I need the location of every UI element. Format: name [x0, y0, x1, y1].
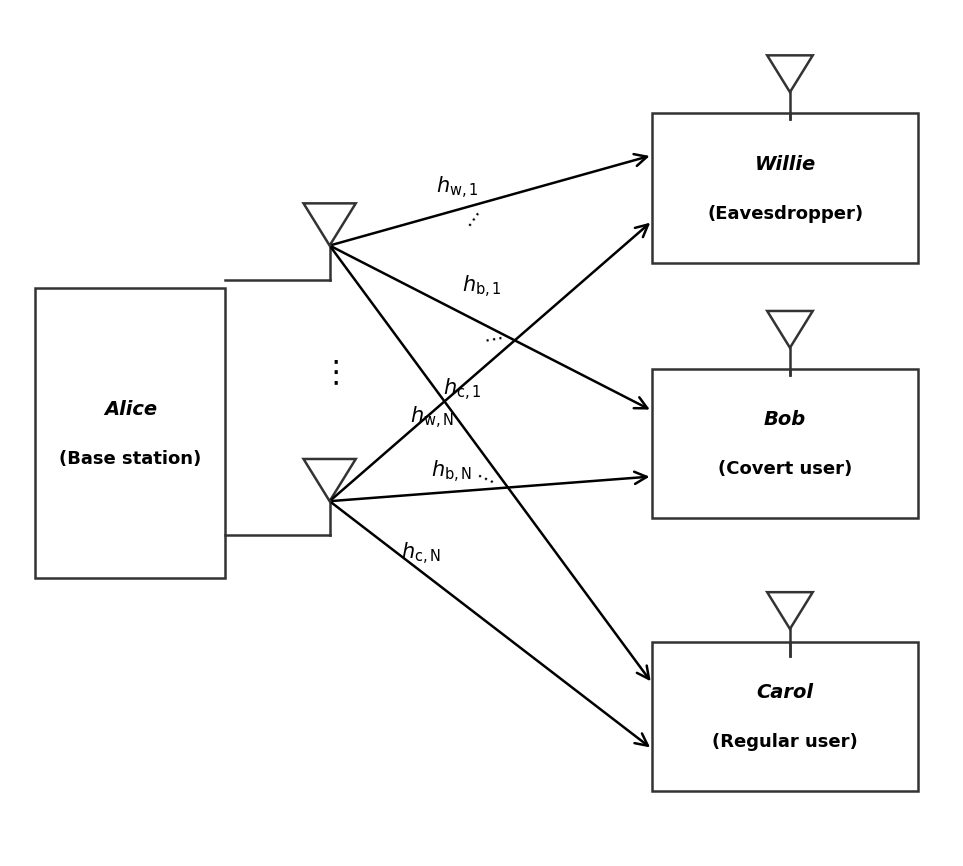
FancyBboxPatch shape [36, 288, 225, 578]
Text: $h_{\rm w,N}$: $h_{\rm w,N}$ [410, 404, 455, 431]
Text: $h_{\rm b,N}$: $h_{\rm b,N}$ [431, 459, 473, 485]
Text: Carol: Carol [757, 683, 814, 702]
Text: Alice: Alice [104, 399, 157, 418]
Text: $h_{\rm c,N}$: $h_{\rm c,N}$ [401, 541, 441, 567]
Text: $\cdots$: $\cdots$ [482, 327, 504, 349]
Text: $\vdots$: $\vdots$ [321, 359, 339, 388]
Text: $h_{\rm w,1}$: $h_{\rm w,1}$ [436, 175, 479, 202]
Text: (Base station): (Base station) [59, 449, 201, 468]
FancyBboxPatch shape [652, 113, 918, 262]
Text: Bob: Bob [764, 410, 806, 430]
Text: Willie: Willie [755, 155, 816, 174]
FancyBboxPatch shape [652, 642, 918, 791]
Text: $h_{\rm c,1}$: $h_{\rm c,1}$ [443, 378, 482, 404]
Text: $\cdots$: $\cdots$ [460, 206, 487, 233]
Text: $\cdots$: $\cdots$ [472, 464, 498, 490]
Text: $h_{\rm b,1}$: $h_{\rm b,1}$ [461, 274, 502, 300]
Text: (Regular user): (Regular user) [713, 733, 858, 751]
Text: (Covert user): (Covert user) [718, 460, 852, 478]
FancyBboxPatch shape [652, 369, 918, 518]
Text: (Eavesdropper): (Eavesdropper) [707, 204, 863, 223]
